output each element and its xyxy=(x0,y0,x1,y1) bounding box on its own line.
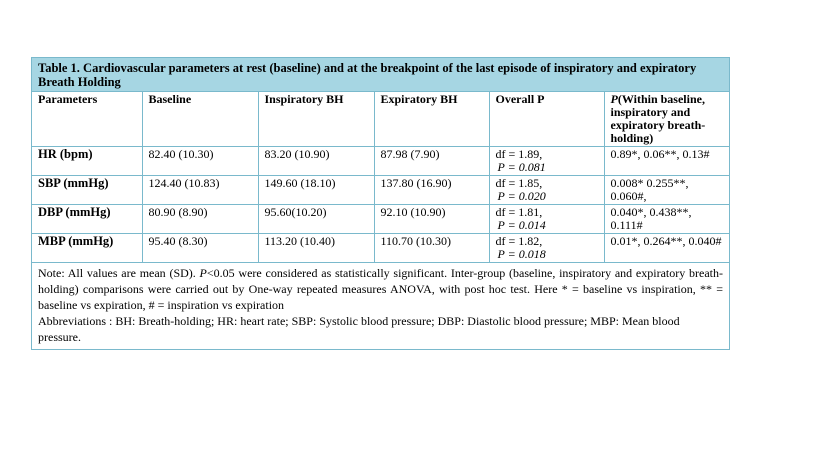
row-baseline: 82.40 (10.30) xyxy=(141,146,259,176)
row-df: df = 1.81, xyxy=(495,205,543,219)
row-p-value: P = 0.018 xyxy=(497,247,546,261)
row-inspiratory: 83.20 (10.90) xyxy=(257,146,375,176)
header-within-p-italic: P xyxy=(610,92,618,106)
row-baseline: 95.40 (8.30) xyxy=(141,233,259,262)
header-row: Parameters Baseline Inspiratory BH Expir… xyxy=(32,92,729,147)
row-within-p: 0.008* 0.255**, 0.060#, xyxy=(603,175,729,205)
header-overall-p: Overall P xyxy=(488,92,605,147)
row-overall-p: df = 1.82, P = 0.018 xyxy=(488,233,605,262)
header-within-p-rest: (Within baseline, inspiratory and expira… xyxy=(610,92,706,145)
table-row: DBP (mmHg) 80.90 (8.90) 95.60(10.20) 92.… xyxy=(32,204,729,234)
row-df: df = 1.82, xyxy=(495,234,543,248)
note-abbreviations: Abbreviations : BH: Breath-holding; HR: … xyxy=(38,314,680,344)
row-within-p: 0.01*, 0.264**, 0.040# xyxy=(603,233,729,262)
row-param: MBP (mmHg) xyxy=(32,233,143,262)
row-overall-p: df = 1.81, P = 0.014 xyxy=(488,204,605,234)
header-parameters: Parameters xyxy=(32,92,143,147)
header-within-p: P(Within baseline, inspiratory and expir… xyxy=(603,92,729,147)
row-inspiratory: 95.60(10.20) xyxy=(257,204,375,234)
row-p-value: P = 0.081 xyxy=(497,160,546,174)
row-baseline: 80.90 (8.90) xyxy=(141,204,259,234)
table-note: Note: All values are mean (SD). P<0.05 w… xyxy=(32,262,729,349)
data-table: Parameters Baseline Inspiratory BH Expir… xyxy=(32,92,729,262)
row-overall-p: df = 1.85, P = 0.020 xyxy=(488,175,605,205)
row-inspiratory: 113.20 (10.40) xyxy=(257,233,375,262)
row-overall-p: df = 1.89, P = 0.081 xyxy=(488,146,605,176)
row-within-p: 0.89*, 0.06**, 0.13# xyxy=(603,146,729,176)
row-expiratory: 87.98 (7.90) xyxy=(373,146,490,176)
results-table: Table 1. Cardiovascular parameters at re… xyxy=(31,57,730,350)
row-expiratory: 137.80 (16.90) xyxy=(373,175,490,205)
row-param: SBP (mmHg) xyxy=(32,175,143,205)
row-expiratory: 110.70 (10.30) xyxy=(373,233,490,262)
header-expiratory: Expiratory BH xyxy=(373,92,490,147)
note-p-italic: P xyxy=(199,266,207,280)
row-expiratory: 92.10 (10.90) xyxy=(373,204,490,234)
note-rest: <0.05 were considered as statistically s… xyxy=(38,266,723,312)
table-row: HR (bpm) 82.40 (10.30) 83.20 (10.90) 87.… xyxy=(32,146,729,176)
row-baseline: 124.40 (10.83) xyxy=(141,175,259,205)
row-df: df = 1.85, xyxy=(495,176,543,190)
note-prefix: Note: All values are mean (SD). xyxy=(38,266,200,280)
row-within-p: 0.040*, 0.438**, 0.111# xyxy=(603,204,729,234)
note-text: Note: All values are mean (SD). P<0.05 w… xyxy=(38,265,723,313)
table-row: MBP (mmHg) 95.40 (8.30) 113.20 (10.40) 1… xyxy=(32,233,729,262)
table-row: SBP (mmHg) 124.40 (10.83) 149.60 (18.10)… xyxy=(32,175,729,205)
row-inspiratory: 149.60 (18.10) xyxy=(257,175,375,205)
row-param: DBP (mmHg) xyxy=(32,204,143,234)
row-p-value: P = 0.020 xyxy=(497,189,546,203)
header-inspiratory: Inspiratory BH xyxy=(257,92,375,147)
row-p-value: P = 0.014 xyxy=(497,218,546,232)
row-param: HR (bpm) xyxy=(32,146,143,176)
table-caption: Table 1. Cardiovascular parameters at re… xyxy=(32,58,729,92)
row-df: df = 1.89, xyxy=(495,147,543,161)
header-baseline: Baseline xyxy=(141,92,259,147)
